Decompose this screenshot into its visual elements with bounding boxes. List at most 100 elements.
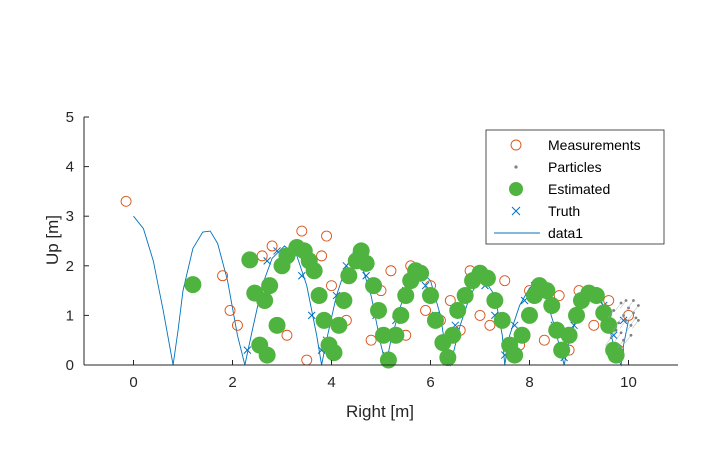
estimated-point xyxy=(513,326,531,344)
estimated-point xyxy=(587,287,605,305)
estimated-point xyxy=(357,254,375,272)
truth-marker-stroke xyxy=(510,321,519,330)
estimated-point xyxy=(330,316,348,334)
x-tick-label: 4 xyxy=(327,374,335,391)
estimated-point xyxy=(340,267,358,285)
particle-trail xyxy=(609,330,617,339)
measurement-point xyxy=(365,334,377,346)
particle-trail xyxy=(629,317,637,327)
legend-marker-estimated xyxy=(509,182,523,196)
particle-point xyxy=(637,318,640,322)
plot-area xyxy=(120,195,640,369)
legend-marker-particles xyxy=(514,165,518,169)
y-tick-label: 3 xyxy=(66,208,74,225)
particle-point xyxy=(622,314,625,317)
particle-trail xyxy=(612,322,619,332)
y-tick-label: 0 xyxy=(66,357,74,374)
estimated-point xyxy=(387,326,405,344)
legend: Measurements Particles Estimated Truth d… xyxy=(485,129,665,245)
particle-point xyxy=(614,328,618,332)
x-axis-label: Right [m] xyxy=(346,402,414,421)
measurement-point xyxy=(588,319,600,331)
estimated-point xyxy=(449,301,467,319)
particle-trail xyxy=(604,337,612,346)
estimated-point xyxy=(184,276,202,294)
measurement-point xyxy=(316,250,328,262)
measurement-point xyxy=(420,304,431,316)
particle-trail xyxy=(607,310,614,319)
particle-point xyxy=(629,333,633,337)
particle-point xyxy=(627,306,630,310)
truth-marker xyxy=(243,346,252,354)
particle-point xyxy=(632,299,635,302)
particle-trail xyxy=(617,315,624,324)
y-axis-label: Up [m] xyxy=(43,215,62,265)
particle-trail xyxy=(614,302,622,312)
truth-marker-stroke xyxy=(307,311,316,320)
particle-point xyxy=(632,311,635,315)
particle-trail xyxy=(632,305,639,314)
estimated-point xyxy=(439,349,457,367)
estimated-point xyxy=(325,344,343,362)
truth-marker xyxy=(263,256,272,265)
estimated-point xyxy=(426,311,444,329)
particle-trail xyxy=(619,300,627,309)
truth-marker-stroke xyxy=(243,346,252,354)
particle-trail xyxy=(624,325,632,334)
measurement-point xyxy=(321,230,332,242)
particle-point xyxy=(619,301,623,305)
estimated-point xyxy=(374,326,392,344)
measurement-point xyxy=(385,265,397,277)
legend-label-estimated: Estimated xyxy=(548,181,610,197)
particle-trail xyxy=(627,300,634,309)
legend-label-particles: Particles xyxy=(548,159,602,175)
estimated-point xyxy=(365,277,383,295)
particle-point xyxy=(619,331,623,335)
particle-point xyxy=(624,318,628,322)
particle-point xyxy=(612,309,616,312)
estimated-point xyxy=(397,287,415,305)
estimated-point xyxy=(422,287,439,305)
particle-point xyxy=(617,321,620,325)
estimated-point xyxy=(444,326,462,344)
measurement-point xyxy=(326,280,337,292)
estimated-point xyxy=(315,311,333,329)
measurement-point xyxy=(281,329,293,341)
truth-marker xyxy=(307,311,316,320)
estimated-point xyxy=(456,287,474,305)
estimated-point xyxy=(568,306,586,324)
truth-marker-stroke xyxy=(619,316,628,325)
truth-marker-stroke xyxy=(263,256,272,265)
x-tick-label: 2 xyxy=(228,374,236,391)
particle-trail xyxy=(617,340,624,349)
particle-point xyxy=(622,338,625,342)
truth-marker-stroke xyxy=(297,271,306,280)
particle-point xyxy=(609,336,613,340)
particle-trail xyxy=(632,320,639,329)
estimated-point xyxy=(607,346,625,364)
estimated-point xyxy=(478,269,496,287)
estimated-point xyxy=(256,292,274,310)
estimated-point xyxy=(543,296,561,314)
y-tick-label: 2 xyxy=(66,258,74,275)
estimated-point xyxy=(521,306,538,324)
measurement-point xyxy=(296,225,308,237)
measurement-point xyxy=(224,304,236,316)
truth-marker xyxy=(510,321,519,330)
estimated-point xyxy=(560,326,578,344)
measurement-point xyxy=(444,295,456,306)
x-tick-label: 10 xyxy=(620,374,637,391)
y-tick-label: 4 xyxy=(66,159,74,176)
data1-line xyxy=(133,215,629,367)
legend-marker-truth-stroke xyxy=(511,206,521,216)
legend-label-measurements: Measurements xyxy=(548,137,641,153)
measurement-point xyxy=(231,319,243,331)
measurement-point xyxy=(603,295,615,306)
truth-marker-stroke xyxy=(490,311,499,320)
estimated-point xyxy=(600,316,618,334)
x-tick-label: 8 xyxy=(525,374,533,391)
estimated-point xyxy=(370,301,388,319)
measurement-point xyxy=(474,309,486,321)
particle-point xyxy=(629,323,633,327)
legend-label-data1: data1 xyxy=(548,225,583,241)
